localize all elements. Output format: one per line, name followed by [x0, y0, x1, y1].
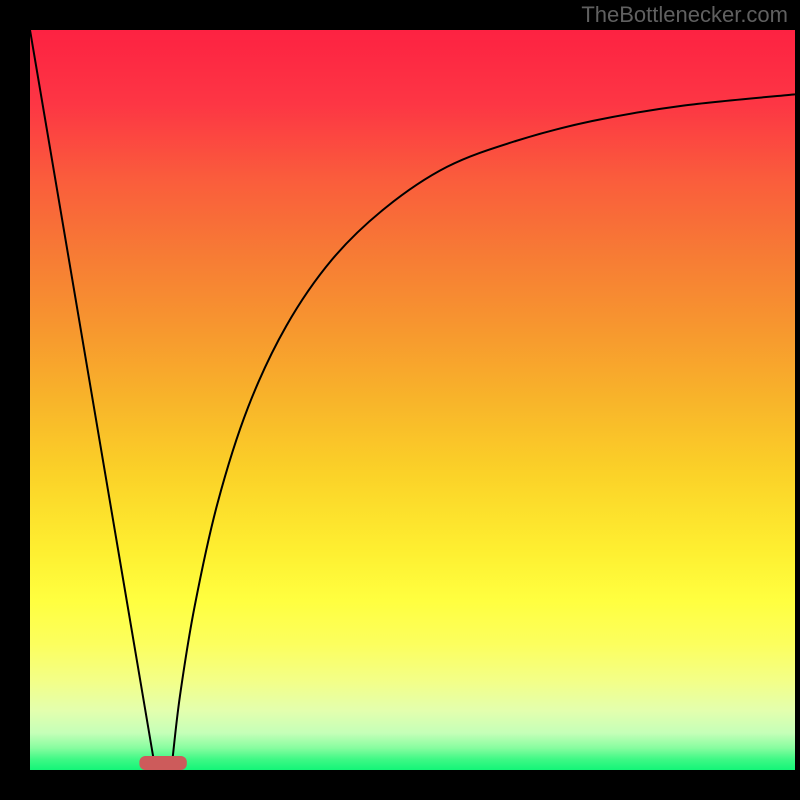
chart-gradient-background	[30, 30, 795, 770]
chart-container: TheBottlenecker.com	[0, 0, 800, 800]
valley-marker	[139, 756, 186, 770]
watermark-text: TheBottlenecker.com	[581, 2, 788, 28]
bottleneck-chart	[0, 0, 800, 800]
